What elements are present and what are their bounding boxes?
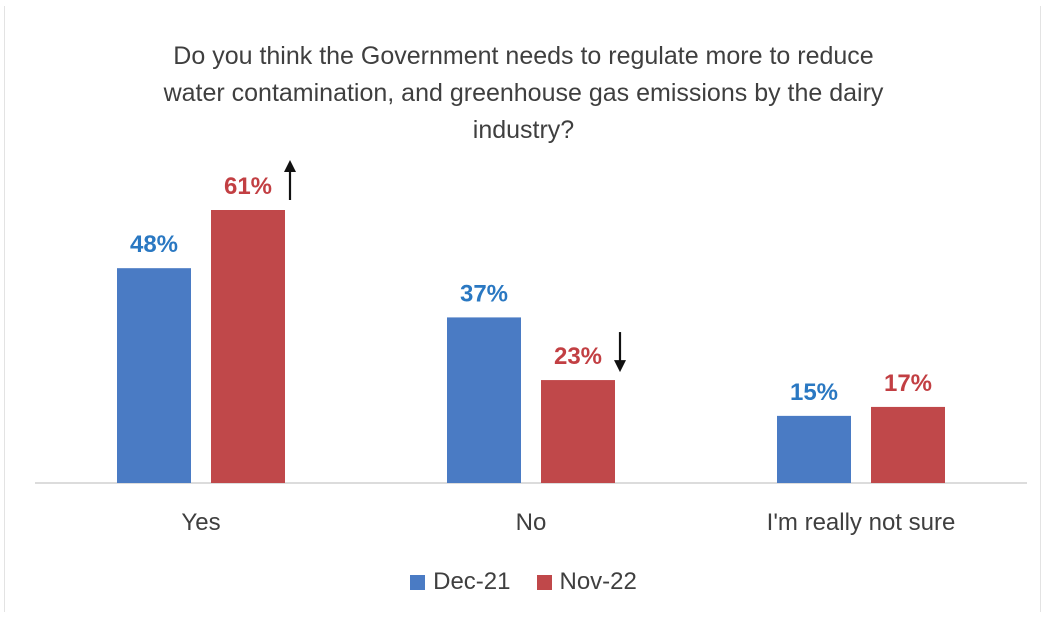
legend-item-nov-22: Nov-22 bbox=[536, 568, 637, 596]
chart-title: Do you think the Government needs to reg… bbox=[0, 38, 1047, 149]
trend-arrow-down-icon bbox=[614, 332, 626, 373]
bar-dec-21-i-m-really-not-sure bbox=[777, 415, 851, 483]
legend-swatch-dec-21 bbox=[410, 574, 426, 590]
category-label-no: No bbox=[516, 509, 547, 536]
legend-label-dec-21: Dec-21 bbox=[433, 568, 511, 595]
chart-legend: Dec-21 Nov-22 bbox=[0, 568, 1047, 596]
data-label-nov-22-i-m-really-not-sure: 17% bbox=[884, 370, 932, 397]
bar-nov-22-i-m-really-not-sure bbox=[871, 406, 945, 483]
bar-nov-22-yes bbox=[211, 210, 285, 483]
chart-title-line-1: Do you think the Government needs to reg… bbox=[173, 42, 874, 70]
data-label-dec-21-i-m-really-not-sure: 15% bbox=[790, 379, 838, 406]
trend-arrow-up-icon bbox=[284, 160, 296, 200]
legend-item-dec-21: Dec-21 bbox=[410, 568, 511, 596]
data-label-dec-21-no: 37% bbox=[460, 280, 508, 307]
chart-frame bbox=[4, 6, 1041, 612]
bar-dec-21-no bbox=[447, 317, 521, 483]
data-label-nov-22-no: 23% bbox=[554, 343, 602, 370]
chart-title-line-2: water contamination, and greenhouse gas … bbox=[163, 79, 884, 107]
bar-dec-21-yes bbox=[117, 268, 191, 483]
legend-swatch-nov-22 bbox=[536, 574, 552, 590]
category-label-yes: Yes bbox=[181, 509, 220, 536]
chart-title-line-3: industry? bbox=[472, 116, 575, 144]
data-label-nov-22-yes: 61% bbox=[224, 173, 272, 200]
category-label-i-m-really-not-sure: I'm really not sure bbox=[767, 509, 956, 536]
data-label-dec-21-yes: 48% bbox=[130, 231, 178, 258]
legend-label-nov-22: Nov-22 bbox=[559, 568, 637, 595]
bar-nov-22-no bbox=[541, 380, 615, 483]
